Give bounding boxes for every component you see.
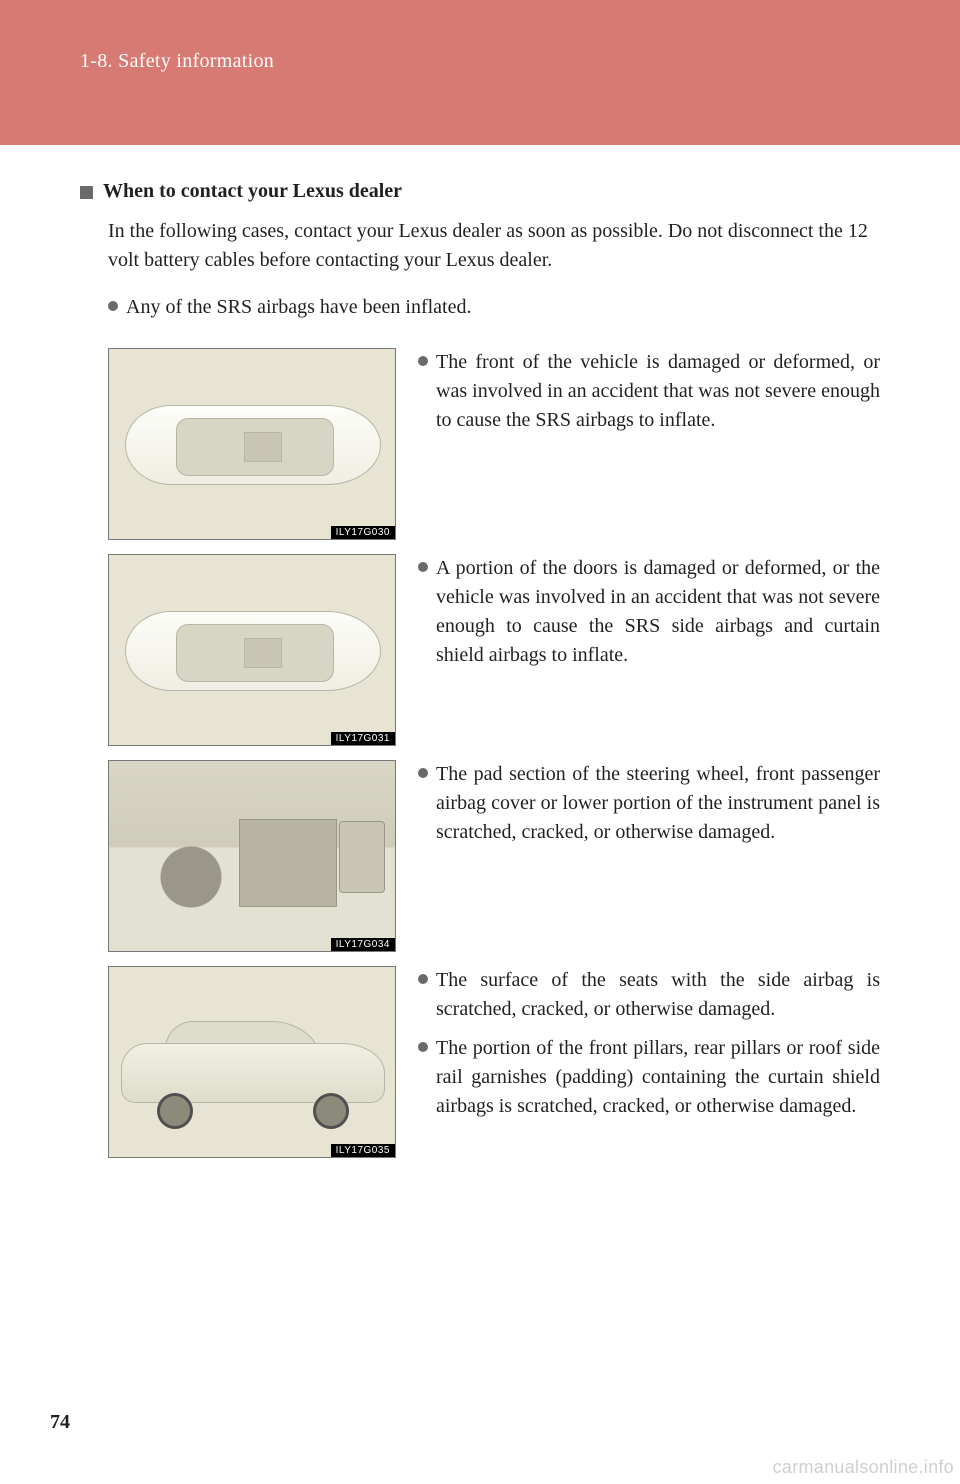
bullet-dot-icon bbox=[418, 974, 428, 984]
item-text: A portion of the doors is damaged or def… bbox=[436, 554, 880, 670]
page: 1-8. Safety information When to contact … bbox=[0, 0, 960, 1484]
figure-4-tag: ILY17G035 bbox=[331, 1144, 395, 1157]
bullet-dot-icon bbox=[418, 768, 428, 778]
dashboard-illustration bbox=[109, 761, 395, 951]
intro-paragraph: In the following cases, contact your Lex… bbox=[108, 217, 880, 275]
content-area: When to contact your Lexus dealer In the… bbox=[80, 180, 880, 1172]
item-text: The pad section of the steering wheel, f… bbox=[436, 760, 880, 847]
top-bullet: Any of the SRS airbags have been inflate… bbox=[108, 293, 880, 322]
figure-2-tag: ILY17G031 bbox=[331, 732, 395, 745]
bullet-dot-icon bbox=[418, 1042, 428, 1052]
car-top-illustration bbox=[125, 405, 381, 485]
car-wheel bbox=[313, 1093, 349, 1129]
bullet-dot-icon bbox=[418, 562, 428, 572]
figure-1-tag: ILY17G030 bbox=[331, 526, 395, 539]
list-item: A portion of the doors is damaged or def… bbox=[418, 554, 880, 670]
car-wheel bbox=[157, 1093, 193, 1129]
row-4-text: The surface of the seats with the side a… bbox=[418, 966, 880, 1131]
heading-row: When to contact your Lexus dealer bbox=[80, 180, 880, 203]
figure-1: ILY17G030 bbox=[108, 348, 396, 540]
car-side-illustration bbox=[121, 1015, 385, 1125]
figure-3: ILY17G034 bbox=[108, 760, 396, 952]
figure-3-tag: ILY17G034 bbox=[331, 938, 395, 951]
car-top-illustration bbox=[125, 611, 381, 691]
list-item: The pad section of the steering wheel, f… bbox=[418, 760, 880, 847]
row-3-text: The pad section of the steering wheel, f… bbox=[418, 760, 880, 857]
row-1-text: The front of the vehicle is damaged or d… bbox=[418, 348, 880, 445]
bullet-dot-icon bbox=[108, 301, 118, 311]
page-number: 74 bbox=[50, 1411, 70, 1434]
car-body bbox=[121, 1043, 385, 1103]
figure-2: ILY17G031 bbox=[108, 554, 396, 746]
section-label: 1-8. Safety information bbox=[80, 50, 274, 73]
item-text: The portion of the front pillars, rear p… bbox=[436, 1034, 880, 1121]
watermark: carmanualsonline.info bbox=[773, 1457, 954, 1478]
list-item: The front of the vehicle is damaged or d… bbox=[418, 348, 880, 435]
row-3: ILY17G034 The pad section of the steerin… bbox=[108, 760, 880, 952]
row-1: ILY17G030 The front of the vehicle is da… bbox=[108, 348, 880, 540]
list-item: The surface of the seats with the side a… bbox=[418, 966, 880, 1024]
item-text: The surface of the seats with the side a… bbox=[436, 966, 880, 1024]
top-bullet-text: Any of the SRS airbags have been inflate… bbox=[126, 293, 471, 322]
figure-4: ILY17G035 bbox=[108, 966, 396, 1158]
list-item: The portion of the front pillars, rear p… bbox=[418, 1034, 880, 1121]
bullet-dot-icon bbox=[418, 356, 428, 366]
row-4: ILY17G035 The surface of the seats with … bbox=[108, 966, 880, 1158]
row-2: ILY17G031 A portion of the doors is dama… bbox=[108, 554, 880, 746]
square-bullet-icon bbox=[80, 186, 93, 199]
item-text: The front of the vehicle is damaged or d… bbox=[436, 348, 880, 435]
row-2-text: A portion of the doors is damaged or def… bbox=[418, 554, 880, 680]
heading: When to contact your Lexus dealer bbox=[103, 180, 402, 203]
